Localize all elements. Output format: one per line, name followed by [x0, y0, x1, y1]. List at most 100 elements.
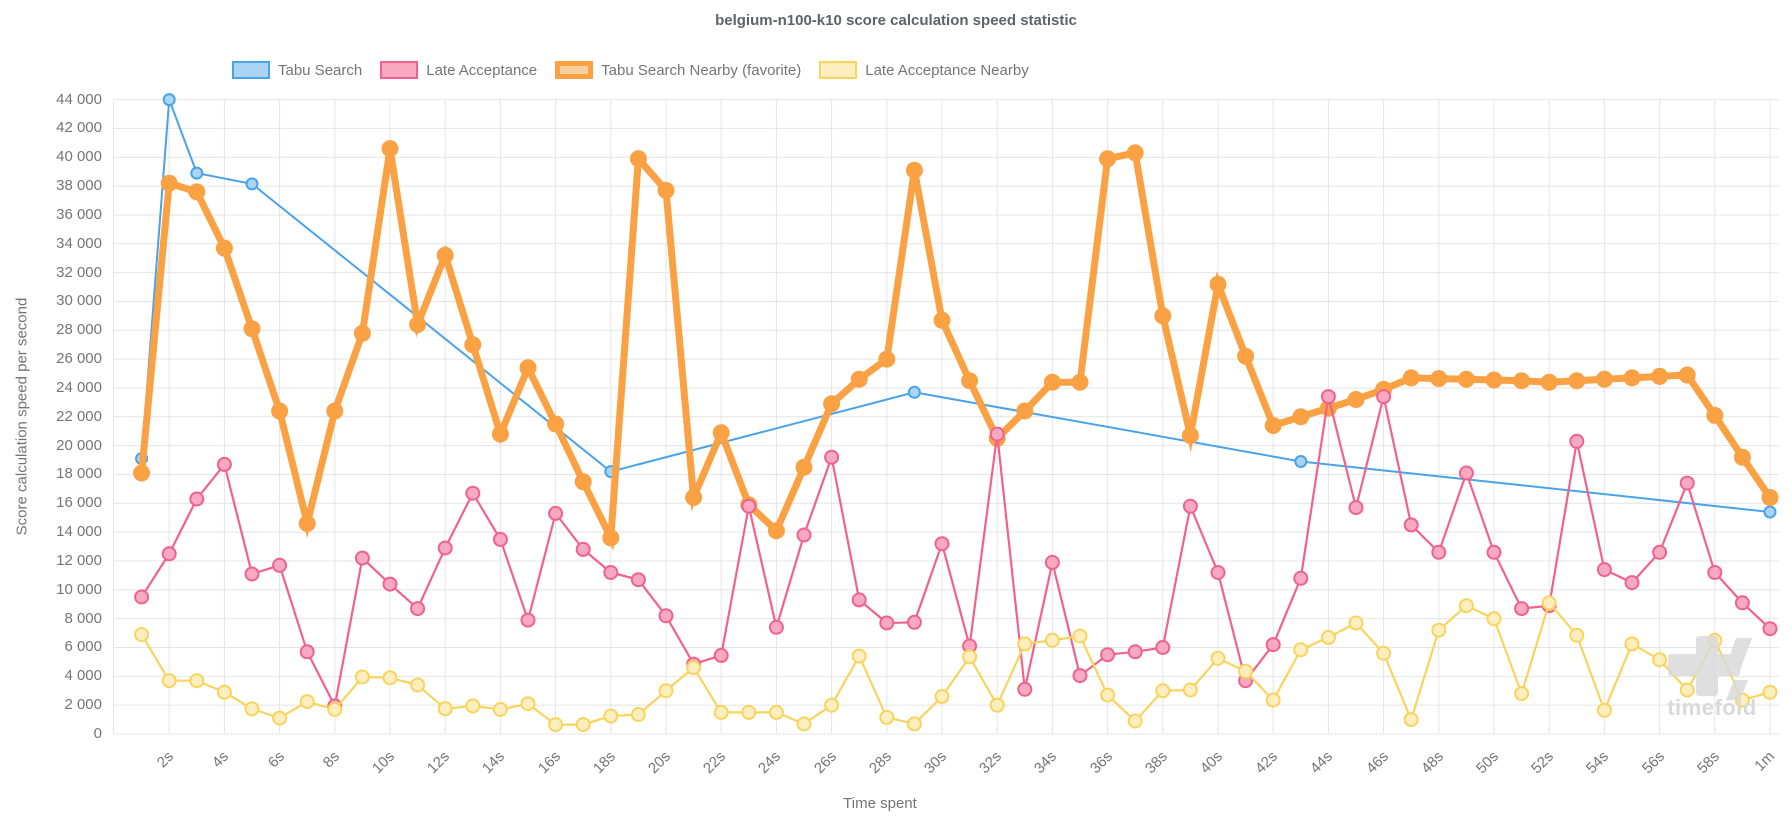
- data-point-late-acceptance: [382, 576, 398, 592]
- data-point-tabu-search-nearby-favorite: [850, 370, 868, 388]
- y-tick-label: 14 000: [56, 523, 102, 541]
- data-point-late-acceptance-nearby: [603, 708, 619, 724]
- data-point-late-acceptance: [1679, 475, 1695, 491]
- data-point-late-acceptance: [354, 550, 370, 566]
- data-point-late-acceptance-nearby: [1514, 686, 1530, 702]
- data-point-late-acceptance: [603, 565, 619, 580]
- data-point-late-acceptance: [658, 608, 674, 624]
- series-line-late-acceptance: [140, 390, 1772, 710]
- y-tick-label: 16 000: [56, 494, 102, 512]
- data-point-tabu-search-nearby-favorite: [243, 320, 261, 338]
- data-point-late-acceptance-nearby: [216, 684, 232, 700]
- data-point-tabu-search-nearby-favorite: [685, 489, 703, 506]
- data-point-late-acceptance: [299, 644, 315, 660]
- data-point-tabu-search-nearby-favorite: [1706, 406, 1724, 424]
- y-tick-label: 12 000: [56, 551, 102, 569]
- data-point-late-acceptance-nearby: [879, 709, 895, 725]
- data-point-tabu-search-nearby-favorite: [712, 424, 730, 442]
- data-point-late-acceptance-nearby: [989, 697, 1005, 713]
- data-point-late-acceptance-nearby: [1210, 650, 1226, 666]
- data-point-late-acceptance-nearby: [1541, 595, 1557, 611]
- data-point-late-acceptance-nearby: [1652, 652, 1668, 668]
- legend-item-tabu-search-nearby-favorite[interactable]: Tabu Search Nearby (favorite): [555, 61, 801, 79]
- data-point-late-acceptance: [1044, 554, 1060, 570]
- data-point-tabu-search-nearby-favorite: [933, 311, 951, 329]
- y-tick-label: 6 000: [64, 638, 102, 656]
- data-point-late-acceptance: [1707, 565, 1723, 580]
- data-point-late-acceptance-nearby: [1458, 598, 1474, 614]
- data-point-tabu-search-nearby-favorite: [133, 464, 151, 482]
- data-point-late-acceptance: [492, 531, 508, 547]
- data-point-late-acceptance-nearby: [1238, 663, 1254, 679]
- data-point-late-acceptance-nearby: [548, 717, 564, 733]
- data-point-late-acceptance-nearby: [686, 660, 702, 676]
- data-point-late-acceptance: [1127, 644, 1143, 660]
- data-point-late-acceptance-nearby: [465, 698, 481, 714]
- data-point-late-acceptance: [1431, 544, 1447, 560]
- data-point-late-acceptance-nearby: [575, 717, 591, 733]
- data-point-tabu-search-nearby-favorite: [1513, 372, 1531, 390]
- legend-swatch-late-acceptance-nearby: [819, 61, 858, 79]
- data-point-tabu-search-nearby-favorite: [767, 522, 785, 540]
- data-point-late-acceptance: [906, 614, 922, 630]
- data-point-late-acceptance-nearby: [1348, 615, 1364, 631]
- y-tick-label: 36 000: [56, 205, 102, 223]
- data-point-late-acceptance: [1734, 595, 1750, 611]
- y-tick-label: 20 000: [56, 436, 102, 454]
- data-point-tabu-search-nearby-favorite: [1209, 275, 1227, 293]
- data-point-tabu-search: [1763, 505, 1777, 519]
- data-point-tabu-search-nearby-favorite: [1292, 408, 1310, 426]
- data-point-late-acceptance-nearby: [1155, 683, 1171, 699]
- data-point-late-acceptance-nearby: [1182, 682, 1198, 698]
- y-tick-label: 8 000: [64, 609, 102, 627]
- legend-item-late-acceptance[interactable]: Late Acceptance: [380, 61, 537, 79]
- data-point-tabu-search-nearby-favorite: [1568, 372, 1586, 390]
- data-point-late-acceptance-nearby: [658, 683, 674, 699]
- y-tick-label: 42 000: [56, 119, 102, 137]
- data-point-tabu-search-nearby-favorite: [436, 246, 454, 264]
- data-point-late-acceptance-nearby: [520, 696, 536, 712]
- data-point-tabu-search-nearby-favorite: [547, 415, 565, 433]
- data-point-late-acceptance-nearby: [1624, 636, 1640, 652]
- data-point-tabu-search-nearby-favorite: [1181, 427, 1199, 444]
- data-point-late-acceptance: [272, 557, 288, 573]
- data-point-late-acceptance: [1017, 681, 1033, 697]
- y-tick-label: 44 000: [56, 90, 102, 108]
- y-tick-label: 26 000: [56, 350, 102, 368]
- data-point-late-acceptance-nearby: [134, 627, 150, 642]
- data-point-tabu-search-nearby-favorite: [1099, 150, 1117, 168]
- data-point-late-acceptance: [1210, 565, 1226, 580]
- data-point-late-acceptance-nearby: [299, 694, 315, 710]
- data-point-tabu-search-nearby-favorite: [1402, 369, 1420, 387]
- data-point-tabu-search-nearby-favorite: [1678, 366, 1696, 384]
- legend-item-late-acceptance-nearby[interactable]: Late Acceptance Nearby: [819, 61, 1029, 79]
- data-point-tabu-search-nearby-favorite: [1430, 370, 1448, 388]
- data-point-tabu-search-nearby-favorite: [1237, 347, 1255, 365]
- data-point-tabu-search: [907, 385, 921, 399]
- data-point-tabu-search-nearby-favorite: [961, 372, 979, 390]
- data-point-late-acceptance-nearby: [1569, 627, 1585, 643]
- data-point-late-acceptance-nearby: [768, 704, 784, 720]
- data-point-late-acceptance: [713, 647, 729, 663]
- series-late-acceptance: [134, 389, 1778, 714]
- legend-label-tabu-search: Tabu Search: [278, 61, 363, 79]
- data-point-tabu-search-nearby-favorite: [409, 316, 427, 333]
- legend-label-tabu-search-nearby-favorite: Tabu Search Nearby (favorite): [601, 61, 802, 79]
- data-point-late-acceptance: [1072, 668, 1088, 684]
- x-axis-title: Time spent: [843, 795, 917, 812]
- data-point-late-acceptance: [1320, 389, 1336, 405]
- y-tick-label: 2 000: [64, 696, 102, 714]
- data-point-late-acceptance-nearby: [492, 702, 508, 717]
- data-point-late-acceptance-nearby: [713, 704, 729, 720]
- data-point-late-acceptance: [1569, 433, 1585, 449]
- data-point-late-acceptance: [934, 536, 950, 552]
- data-point-late-acceptance: [1486, 544, 1502, 560]
- data-point-late-acceptance-nearby: [906, 716, 922, 732]
- data-point-late-acceptance: [244, 566, 260, 582]
- data-point-late-acceptance-nearby: [1431, 622, 1447, 638]
- data-point-late-acceptance: [1265, 637, 1281, 653]
- data-point-tabu-search-nearby-favorite: [1485, 371, 1503, 389]
- data-point-late-acceptance-nearby: [382, 670, 398, 686]
- legend-item-tabu-search[interactable]: Tabu Search: [232, 61, 362, 79]
- data-point-late-acceptance-nearby: [1017, 636, 1033, 652]
